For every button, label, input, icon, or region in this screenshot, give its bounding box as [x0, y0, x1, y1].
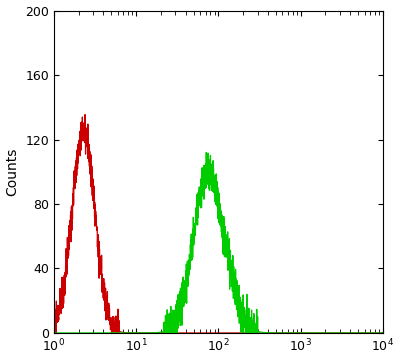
- Y-axis label: Counts: Counts: [6, 148, 20, 196]
